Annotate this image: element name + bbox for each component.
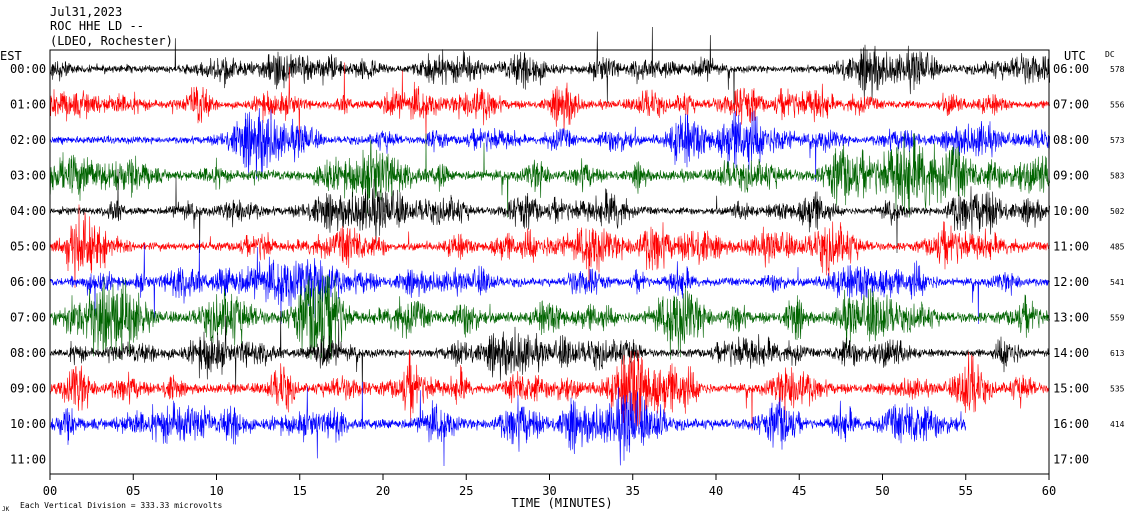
est-hour-label: 10:00 [10,417,46,431]
est-hour-label: 09:00 [10,382,46,396]
est-hour-label: 04:00 [10,204,46,218]
trace-row-0000 [49,26,1050,112]
x-tick-label: 05 [126,484,140,498]
utc-hour-label: 17:00 [1053,453,1089,467]
x-tick-label: 60 [1042,484,1056,498]
right-axis-label: UTC [1064,49,1086,63]
est-hour-label: 02:00 [10,133,46,147]
dc-value: 578 [1110,65,1125,74]
x-tick-label: 45 [792,484,806,498]
est-hour-label: 01:00 [10,98,46,112]
dc-value: 573 [1110,136,1125,145]
trace-row-0700 [49,275,1050,360]
est-hour-label: 07:00 [10,311,46,325]
utc-hour-label: 11:00 [1053,240,1089,254]
trace-row-0800 [49,310,1050,396]
utc-hour-label: 16:00 [1053,417,1089,431]
x-axis-title: TIME (MINUTES) [511,496,612,510]
corner-mark: JK [2,506,10,513]
trace-row-0600 [49,239,1050,325]
dc-value: 613 [1110,349,1125,358]
dc-value: 583 [1110,172,1125,181]
x-axis: 00 05 10 15 20 25 30 35 40 45 50 55 60 [43,474,1056,498]
utc-hour-label: 09:00 [1053,169,1089,183]
est-hour-label: 11:00 [10,453,46,467]
dc-value: 502 [1110,207,1125,216]
utc-hour-label: 07:00 [1053,98,1089,112]
trace-row-0300 [49,133,1050,218]
x-tick-label: 20 [376,484,390,498]
dc-values: 578 556 573 583 502 485 541 559 613 535 414 [1110,65,1125,429]
left-axis-label: EST [0,49,22,63]
x-tick-label: 55 [959,484,973,498]
dc-value: 414 [1110,420,1125,429]
dc-label: DC [1105,50,1115,59]
dc-value: 559 [1110,314,1125,323]
dc-value: 541 [1110,278,1125,287]
x-tick-label: 00 [43,484,57,498]
est-hour-label: 05:00 [10,240,46,254]
dc-value: 485 [1110,243,1125,252]
utc-hour-label: 15:00 [1053,382,1089,396]
utc-hour-label: 08:00 [1053,133,1089,147]
utc-hour-label: 06:00 [1053,62,1089,76]
est-hour-label: 03:00 [10,169,46,183]
trace-row-0100 [49,62,1050,147]
est-hour-label: 06:00 [10,275,46,289]
utc-hour-labels: 06:00 07:00 08:00 09:00 10:00 11:00 12:00 13:00… [1053,62,1089,467]
header-date: Jul31,2023 [50,5,122,19]
x-tick-label: 30 [542,484,556,498]
x-tick-label: 35 [626,484,640,498]
x-tick-label: 10 [209,484,223,498]
scale-footnote: Each Vertical Division = 333.33 microvol… [20,501,222,510]
x-tick-label: 25 [459,484,473,498]
utc-hour-label: 14:00 [1053,346,1089,360]
trace-row-0900 [49,349,1050,431]
utc-hour-label: 12:00 [1053,275,1089,289]
trace-row-1000 [49,381,966,467]
header-network: (LDEO, Rochester) [50,34,173,48]
x-tick-label: 40 [709,484,723,498]
trace-row-0500 [49,204,1050,289]
x-tick-label: 15 [293,484,307,498]
x-tick-label: 50 [875,484,889,498]
trace-row-0400 [49,168,1050,254]
plot-frame [49,49,1050,475]
trace-row-0200 [49,108,1050,183]
est-hour-label: 08:00 [10,346,46,360]
dc-value: 535 [1110,385,1125,394]
header-station: ROC HHE LD -- [50,19,144,33]
est-hour-label: 00:00 [10,62,46,76]
est-hour-labels: 00:00 01:00 02:00 03:00 04:00 05:00 06:00 07:00… [10,62,46,467]
utc-hour-label: 10:00 [1053,204,1089,218]
utc-hour-label: 13:00 [1053,311,1089,325]
traces-layer [49,26,1050,467]
dc-value: 556 [1110,101,1125,110]
